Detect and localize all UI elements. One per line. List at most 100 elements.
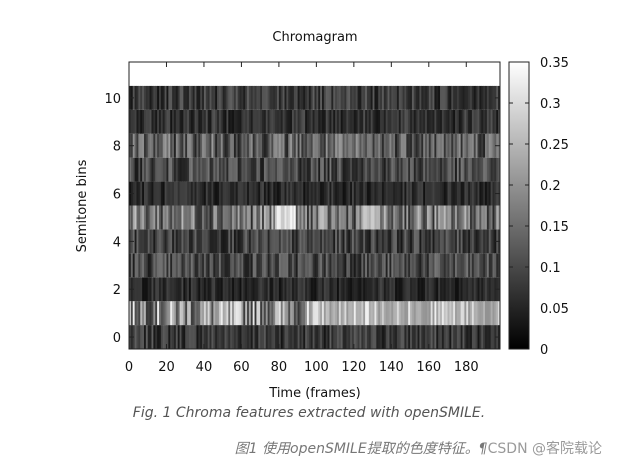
- heatmap-cell: [428, 277, 432, 302]
- heatmap-cell: [269, 301, 272, 326]
- heatmap-cell: [280, 229, 284, 254]
- heatmap-cell: [425, 301, 428, 326]
- heatmap-cell: [333, 277, 336, 302]
- heatmap-cell: [303, 229, 306, 254]
- heatmap-cell: [307, 253, 310, 278]
- heatmap-cell: [402, 301, 405, 326]
- heatmap-cell: [286, 109, 289, 134]
- heatmap-cell: [370, 133, 373, 158]
- heatmap-cell: [445, 157, 448, 182]
- heatmap-cell: [136, 133, 139, 158]
- heatmap-cell: [336, 301, 340, 326]
- heatmap-cell: [213, 325, 216, 349]
- heatmap-cell: [179, 157, 182, 182]
- heatmap-cell: [290, 157, 293, 182]
- heatmap-cell: [295, 277, 299, 302]
- heatmap-cell: [237, 133, 240, 158]
- heatmap-cell: [260, 325, 263, 349]
- heatmap-cell: [187, 205, 190, 230]
- heatmap-cell: [149, 85, 152, 110]
- heatmap-cell: [363, 109, 366, 134]
- heatmap-cell: [303, 181, 306, 206]
- heatmap-cell: [177, 229, 180, 254]
- heatmap-cell: [314, 181, 317, 206]
- heatmap-cell: [187, 109, 190, 134]
- heatmap-cell: [342, 301, 345, 326]
- heatmap-cell: [292, 109, 295, 134]
- heatmap-cell: [387, 85, 390, 110]
- heatmap-cell: [295, 133, 299, 158]
- heatmap-cell: [413, 85, 417, 110]
- heatmap-cell: [243, 133, 246, 158]
- heatmap-cell: [262, 133, 265, 158]
- heatmap-cell: [243, 325, 246, 349]
- heatmap-cell: [368, 253, 372, 278]
- heatmap-cell: [408, 277, 411, 302]
- heatmap-cell: [162, 133, 165, 158]
- heatmap-cell: [299, 85, 302, 110]
- heatmap-cell: [438, 277, 441, 302]
- heatmap-cell: [245, 133, 248, 158]
- heatmap-cell: [198, 229, 201, 254]
- heatmap-cell: [363, 229, 366, 254]
- heatmap-cell: [425, 109, 428, 134]
- heatmap-cell: [348, 253, 351, 278]
- heatmap-cell: [436, 277, 439, 302]
- heatmap-cell: [237, 325, 240, 349]
- heatmap-cell: [175, 325, 179, 349]
- heatmap-cell: [290, 253, 293, 278]
- heatmap-cell: [338, 181, 342, 206]
- heatmap-cell: [411, 85, 415, 110]
- heatmap-cell: [376, 229, 379, 254]
- heatmap-cell: [224, 85, 227, 110]
- heatmap-cell: [145, 229, 149, 254]
- heatmap-cell: [190, 301, 194, 326]
- heatmap-cell: [248, 205, 252, 230]
- heatmap-cell: [220, 133, 224, 158]
- heatmap-cell: [202, 325, 205, 349]
- heatmap-cell: [486, 229, 490, 254]
- heatmap-cell: [166, 109, 169, 134]
- heatmap-cell: [486, 109, 490, 134]
- heatmap-cell: [466, 229, 469, 254]
- heatmap-cell: [162, 277, 165, 302]
- heatmap-cell: [192, 253, 195, 278]
- heatmap-cell: [492, 253, 495, 278]
- heatmap-cell: [340, 277, 343, 302]
- heatmap-cell: [188, 109, 192, 134]
- heatmap-cell: [336, 109, 340, 134]
- heatmap-cell: [340, 85, 343, 110]
- heatmap-cell: [473, 205, 477, 230]
- heatmap-cell: [314, 157, 317, 182]
- heatmap-cell: [224, 325, 227, 349]
- heatmap-cell: [391, 277, 394, 302]
- heatmap-cell: [396, 85, 400, 110]
- heatmap-cell: [205, 133, 209, 158]
- heatmap-cell: [173, 325, 177, 349]
- heatmap-cell: [157, 229, 160, 254]
- heatmap-cell: [393, 229, 396, 254]
- heatmap-cell: [172, 253, 175, 278]
- heatmap-cell: [455, 205, 458, 230]
- heatmap-cell: [428, 229, 432, 254]
- heatmap-cell: [207, 301, 210, 326]
- heatmap-cell: [415, 253, 418, 278]
- heatmap-cell: [453, 253, 456, 278]
- heatmap-cell: [151, 109, 154, 134]
- heatmap-cell: [331, 85, 334, 110]
- heatmap-cell: [404, 181, 407, 206]
- heatmap-cell: [389, 277, 392, 302]
- heatmap-cell: [488, 277, 492, 302]
- heatmap-cell: [430, 301, 433, 326]
- heatmap-cell: [466, 109, 469, 134]
- heatmap-cell: [138, 205, 141, 230]
- heatmap-cell: [323, 253, 327, 278]
- heatmap-cell: [172, 229, 175, 254]
- heatmap-cell: [207, 181, 210, 206]
- heatmap-cell: [381, 325, 385, 349]
- heatmap-cell: [170, 109, 173, 134]
- heatmap-cell: [471, 85, 475, 110]
- heatmap-cell: [235, 325, 239, 349]
- heatmap-cell: [263, 253, 267, 278]
- heatmap-cell: [157, 181, 160, 206]
